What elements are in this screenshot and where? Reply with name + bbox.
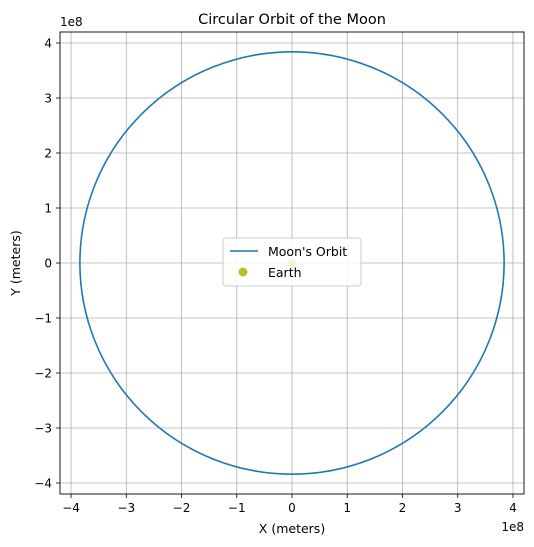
x-tick-label: −4 <box>62 501 80 515</box>
y-axis-ticks: −4 −3 −2 −1 0 1 2 3 4 <box>34 37 60 491</box>
x-tick-label: −2 <box>173 501 191 515</box>
legend-swatch-earth <box>238 267 248 277</box>
y-tick-label: 1 <box>44 202 52 216</box>
x-tick-label: −1 <box>228 501 246 515</box>
y-offset-text: 1e8 <box>60 15 83 29</box>
legend-box <box>222 237 362 287</box>
y-tick-label: 2 <box>44 147 52 161</box>
legend: Moon's Orbit Earth <box>222 237 362 287</box>
y-tick-label: −1 <box>34 312 52 326</box>
legend-label-earth: Earth <box>268 265 302 280</box>
y-tick-label: 0 <box>44 257 52 271</box>
x-tick-label: 0 <box>288 501 296 515</box>
y-tick-label: −4 <box>34 477 52 491</box>
moon-orbit-line <box>79 51 505 475</box>
legend-label-moon-orbit: Moon's Orbit <box>268 244 347 259</box>
y-tick-label: −2 <box>34 367 52 381</box>
y-tick-label: 4 <box>44 37 52 51</box>
x-tick-label: 3 <box>454 501 462 515</box>
x-axis-label: X (meters) <box>259 521 325 536</box>
x-tick-label: −3 <box>117 501 135 515</box>
y-tick-label: 3 <box>44 92 52 106</box>
chart-title: Circular Orbit of the Moon <box>198 12 386 28</box>
y-tick-label: −3 <box>34 422 52 436</box>
x-axis-ticks: −4 −3 −2 −1 0 1 2 3 4 <box>62 494 517 515</box>
x-offset-text: 1e8 <box>501 520 524 534</box>
x-tick-label: 1 <box>343 501 351 515</box>
x-tick-label: 2 <box>399 501 407 515</box>
y-axis-label: Y (meters) <box>8 230 23 296</box>
x-tick-label: 4 <box>509 501 517 515</box>
